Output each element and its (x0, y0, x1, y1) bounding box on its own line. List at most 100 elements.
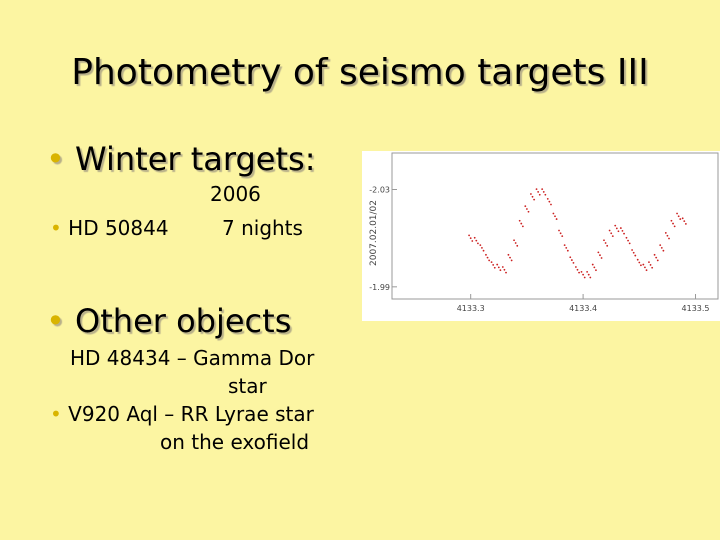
data-point (485, 253, 487, 256)
data-point (552, 212, 555, 215)
data-point (570, 259, 573, 261)
data-point (600, 257, 603, 259)
data-point (644, 266, 646, 269)
data-point (565, 247, 568, 249)
data-point (530, 193, 532, 195)
data-point (583, 276, 586, 279)
data-point (653, 253, 656, 256)
data-point (642, 263, 645, 266)
data-point (538, 193, 541, 196)
star-name: HD 50844 (68, 216, 169, 240)
x-tick-label: 4133.3 (457, 304, 485, 313)
data-point (550, 203, 552, 206)
y-tick-label: -1.99 (369, 283, 390, 292)
star-row: • HD 50844 (50, 216, 169, 240)
data-point (481, 247, 483, 249)
other-line-2: star (228, 374, 267, 398)
data-point (542, 191, 545, 193)
data-point (648, 261, 650, 264)
data-point (501, 266, 504, 268)
data-point (610, 232, 613, 235)
data-point (604, 242, 607, 244)
data-point (666, 234, 669, 237)
data-point (574, 266, 577, 268)
data-point (499, 269, 502, 272)
data-point (576, 268, 579, 271)
bullet-winter-targets: • Winter targets: (46, 140, 315, 178)
data-point (580, 270, 583, 273)
data-point (520, 222, 523, 225)
data-point (683, 220, 686, 223)
data-point (632, 251, 635, 254)
data-point (513, 239, 515, 242)
x-tick-label: 4133.5 (682, 304, 710, 313)
data-point (559, 232, 562, 235)
data-point (469, 237, 472, 240)
data-point (651, 266, 654, 269)
light-curve-svg: 2007.02.01/02 -2.03 -1.99 4133.3 4133.4 4133… (369, 152, 719, 313)
bullet-icon: • (46, 140, 65, 178)
data-point (496, 263, 499, 266)
data-point (554, 215, 556, 218)
data-point (486, 256, 489, 259)
data-point (490, 261, 493, 264)
data-point (546, 197, 549, 200)
data-point (507, 253, 510, 256)
data-point (606, 244, 609, 247)
data-point (621, 229, 624, 232)
data-point (649, 264, 652, 266)
data-point (477, 242, 479, 245)
data-point (631, 249, 633, 251)
y-axis-label: 2007.02.01/02 (369, 200, 379, 266)
data-point (659, 244, 662, 246)
data-point (479, 244, 482, 246)
bullet-icon: • (50, 402, 62, 426)
other-line-3: • V920 Aql – RR Lyrae star (50, 402, 314, 426)
slide-title: Photometry of seismo targets III (71, 52, 649, 93)
data-point (535, 188, 538, 191)
data-point (608, 229, 611, 232)
data-point (475, 239, 478, 242)
data-point (668, 237, 670, 240)
data-point (619, 227, 622, 229)
bullet-other-objects: • Other objects (46, 302, 291, 340)
bullet-icon: • (50, 216, 62, 240)
data-point (636, 258, 639, 261)
nights-label: 7 nights (222, 216, 303, 240)
plot-frame (391, 152, 719, 300)
data-point (531, 195, 534, 198)
y-tick-label: -2.03 (369, 186, 390, 195)
data-point (664, 232, 667, 234)
data-point (468, 234, 470, 237)
data-point (510, 259, 513, 262)
data-point (518, 219, 521, 222)
data-point (615, 227, 618, 230)
data-point (586, 270, 589, 273)
bullet-text: Other objects (75, 302, 292, 340)
data-point (544, 193, 547, 196)
data-point (482, 249, 485, 252)
data-point (533, 198, 536, 201)
data-point (662, 249, 665, 252)
x-tick-label: 4133.4 (569, 304, 597, 313)
data-point (684, 223, 687, 225)
data-point (597, 251, 600, 254)
data-point (676, 212, 678, 215)
data-point (503, 268, 506, 271)
data-point (493, 266, 496, 269)
data-point (488, 259, 491, 262)
data-point (623, 232, 625, 235)
data-point (593, 266, 596, 269)
data-point (471, 240, 474, 242)
data-point (525, 208, 528, 210)
data-point (625, 236, 628, 239)
data-point (599, 254, 601, 257)
data-point (677, 215, 680, 218)
data-point (634, 254, 637, 257)
data-point (627, 239, 629, 242)
data-point (492, 264, 495, 266)
data-point (509, 256, 511, 259)
data-point (563, 244, 566, 246)
data-point (673, 225, 676, 228)
data-point (638, 261, 641, 264)
